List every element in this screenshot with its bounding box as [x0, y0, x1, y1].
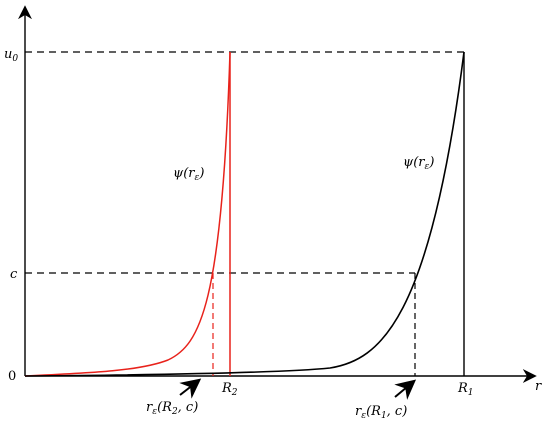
- zero-label: 0: [8, 369, 16, 384]
- black-point-arrow: [394, 379, 417, 400]
- black-curve: [24, 51, 465, 377]
- black-point-label: rε(R1, c): [355, 404, 407, 421]
- black-curve-label: ψ(rε): [403, 155, 434, 172]
- red-curve-label: ψ(rε): [173, 166, 204, 183]
- R2-label: R2: [221, 381, 238, 398]
- red-point-arrow: [179, 378, 202, 399]
- r-axis-label: r: [535, 379, 542, 394]
- red-point-label: rε(R2, c): [146, 400, 198, 417]
- u0-label: u0: [4, 47, 18, 64]
- c-label: c: [10, 267, 18, 282]
- red-curve: [24, 51, 231, 377]
- R1-label: R1: [457, 381, 474, 398]
